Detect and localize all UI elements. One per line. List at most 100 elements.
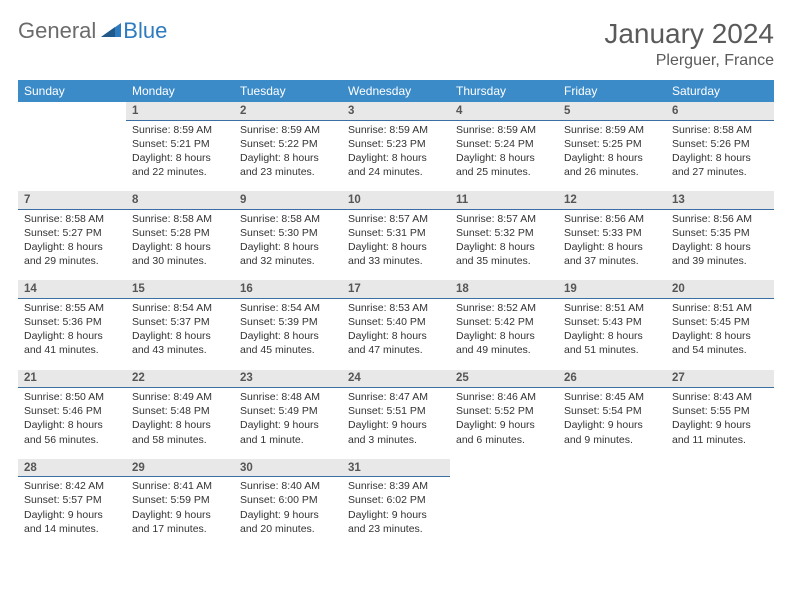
sunset-text: Sunset: 5:57 PM xyxy=(24,493,120,507)
daylight-text-2: and 6 minutes. xyxy=(456,433,552,447)
sunrise-text: Sunrise: 8:45 AM xyxy=(564,390,660,404)
date-cell: 26 xyxy=(558,370,666,388)
daylight-text-1: Daylight: 8 hours xyxy=(348,151,444,165)
date-cell xyxy=(18,102,126,120)
daylight-text-2: and 3 minutes. xyxy=(348,433,444,447)
daylight-text-2: and 17 minutes. xyxy=(132,522,228,536)
logo-text-general: General xyxy=(18,18,96,44)
sunset-text: Sunset: 5:37 PM xyxy=(132,315,228,329)
date-cell: 30 xyxy=(234,459,342,477)
sunset-text: Sunset: 5:36 PM xyxy=(24,315,120,329)
weekday-header-row: Sunday Monday Tuesday Wednesday Thursday… xyxy=(18,80,774,102)
day-data-cell: Sunrise: 8:54 AMSunset: 5:39 PMDaylight:… xyxy=(234,298,342,369)
sunset-text: Sunset: 5:24 PM xyxy=(456,137,552,151)
sunset-text: Sunset: 5:52 PM xyxy=(456,404,552,418)
day-data-cell: Sunrise: 8:43 AMSunset: 5:55 PMDaylight:… xyxy=(666,388,774,459)
daylight-text-2: and 27 minutes. xyxy=(672,165,768,179)
date-row: 123456 xyxy=(18,102,774,120)
date-row: 28293031 xyxy=(18,459,774,477)
daylight-text-1: Daylight: 8 hours xyxy=(240,151,336,165)
sunrise-text: Sunrise: 8:58 AM xyxy=(672,123,768,137)
date-cell: 7 xyxy=(18,191,126,209)
sunrise-text: Sunrise: 8:47 AM xyxy=(348,390,444,404)
weekday-header: Wednesday xyxy=(342,80,450,102)
sunset-text: Sunset: 5:21 PM xyxy=(132,137,228,151)
daylight-text-2: and 9 minutes. xyxy=(564,433,660,447)
date-cell: 1 xyxy=(126,102,234,120)
daylight-text-1: Daylight: 8 hours xyxy=(564,240,660,254)
sunset-text: Sunset: 5:32 PM xyxy=(456,226,552,240)
daylight-text-2: and 24 minutes. xyxy=(348,165,444,179)
daylight-text-1: Daylight: 9 hours xyxy=(132,508,228,522)
daylight-text-2: and 30 minutes. xyxy=(132,254,228,268)
day-data-cell: Sunrise: 8:53 AMSunset: 5:40 PMDaylight:… xyxy=(342,298,450,369)
sunset-text: Sunset: 5:43 PM xyxy=(564,315,660,329)
sunset-text: Sunset: 5:55 PM xyxy=(672,404,768,418)
day-data-cell: Sunrise: 8:58 AMSunset: 5:30 PMDaylight:… xyxy=(234,209,342,280)
sunrise-text: Sunrise: 8:39 AM xyxy=(348,479,444,493)
sunset-text: Sunset: 5:22 PM xyxy=(240,137,336,151)
weekday-header: Tuesday xyxy=(234,80,342,102)
logo-text-blue: Blue xyxy=(123,18,167,44)
header: General Blue January 2024 Plerguer, Fran… xyxy=(18,18,774,70)
daylight-text-1: Daylight: 9 hours xyxy=(456,418,552,432)
sunrise-text: Sunrise: 8:50 AM xyxy=(24,390,120,404)
sunrise-text: Sunrise: 8:55 AM xyxy=(24,301,120,315)
sunset-text: Sunset: 5:31 PM xyxy=(348,226,444,240)
daylight-text-2: and 39 minutes. xyxy=(672,254,768,268)
weekday-header: Saturday xyxy=(666,80,774,102)
daylight-text-2: and 23 minutes. xyxy=(240,165,336,179)
sunrise-text: Sunrise: 8:48 AM xyxy=(240,390,336,404)
sunrise-text: Sunrise: 8:53 AM xyxy=(348,301,444,315)
daylight-text-2: and 32 minutes. xyxy=(240,254,336,268)
daylight-text-2: and 49 minutes. xyxy=(456,343,552,357)
day-data-cell xyxy=(18,120,126,191)
sunset-text: Sunset: 6:02 PM xyxy=(348,493,444,507)
day-data-cell: Sunrise: 8:46 AMSunset: 5:52 PMDaylight:… xyxy=(450,388,558,459)
daylight-text-1: Daylight: 8 hours xyxy=(348,240,444,254)
sunrise-text: Sunrise: 8:57 AM xyxy=(348,212,444,226)
day-data-cell: Sunrise: 8:58 AMSunset: 5:26 PMDaylight:… xyxy=(666,120,774,191)
day-data-cell: Sunrise: 8:57 AMSunset: 5:31 PMDaylight:… xyxy=(342,209,450,280)
daylight-text-2: and 45 minutes. xyxy=(240,343,336,357)
date-cell: 18 xyxy=(450,280,558,298)
daylight-text-1: Daylight: 8 hours xyxy=(456,329,552,343)
daylight-text-2: and 23 minutes. xyxy=(348,522,444,536)
date-cell: 5 xyxy=(558,102,666,120)
day-data-cell: Sunrise: 8:39 AMSunset: 6:02 PMDaylight:… xyxy=(342,477,450,548)
location-label: Plerguer, France xyxy=(604,52,774,70)
day-data-cell: Sunrise: 8:57 AMSunset: 5:32 PMDaylight:… xyxy=(450,209,558,280)
daylight-text-1: Daylight: 9 hours xyxy=(240,508,336,522)
sunset-text: Sunset: 5:45 PM xyxy=(672,315,768,329)
daylight-text-2: and 37 minutes. xyxy=(564,254,660,268)
sunrise-text: Sunrise: 8:59 AM xyxy=(456,123,552,137)
daylight-text-1: Daylight: 8 hours xyxy=(456,240,552,254)
sunrise-text: Sunrise: 8:51 AM xyxy=(672,301,768,315)
day-data-cell: Sunrise: 8:48 AMSunset: 5:49 PMDaylight:… xyxy=(234,388,342,459)
daylight-text-2: and 22 minutes. xyxy=(132,165,228,179)
daylight-text-1: Daylight: 8 hours xyxy=(132,151,228,165)
day-data-cell: Sunrise: 8:42 AMSunset: 5:57 PMDaylight:… xyxy=(18,477,126,548)
daylight-text-2: and 51 minutes. xyxy=(564,343,660,357)
day-data-cell: Sunrise: 8:55 AMSunset: 5:36 PMDaylight:… xyxy=(18,298,126,369)
day-data-cell: Sunrise: 8:51 AMSunset: 5:43 PMDaylight:… xyxy=(558,298,666,369)
sunrise-text: Sunrise: 8:41 AM xyxy=(132,479,228,493)
calendar-page: General Blue January 2024 Plerguer, Fran… xyxy=(0,0,792,558)
sunrise-text: Sunrise: 8:46 AM xyxy=(456,390,552,404)
weekday-header: Thursday xyxy=(450,80,558,102)
sunset-text: Sunset: 5:28 PM xyxy=(132,226,228,240)
date-cell: 14 xyxy=(18,280,126,298)
daylight-text-2: and 56 minutes. xyxy=(24,433,120,447)
date-cell: 25 xyxy=(450,370,558,388)
day-data-cell xyxy=(558,477,666,548)
day-data-cell: Sunrise: 8:56 AMSunset: 5:33 PMDaylight:… xyxy=(558,209,666,280)
day-data-cell: Sunrise: 8:49 AMSunset: 5:48 PMDaylight:… xyxy=(126,388,234,459)
daylight-text-2: and 35 minutes. xyxy=(456,254,552,268)
sunset-text: Sunset: 5:42 PM xyxy=(456,315,552,329)
day-data-cell: Sunrise: 8:58 AMSunset: 5:27 PMDaylight:… xyxy=(18,209,126,280)
daylight-text-2: and 29 minutes. xyxy=(24,254,120,268)
daylight-text-1: Daylight: 8 hours xyxy=(24,329,120,343)
calendar-table: Sunday Monday Tuesday Wednesday Thursday… xyxy=(18,80,774,548)
daylight-text-1: Daylight: 9 hours xyxy=(564,418,660,432)
daylight-text-1: Daylight: 8 hours xyxy=(132,418,228,432)
